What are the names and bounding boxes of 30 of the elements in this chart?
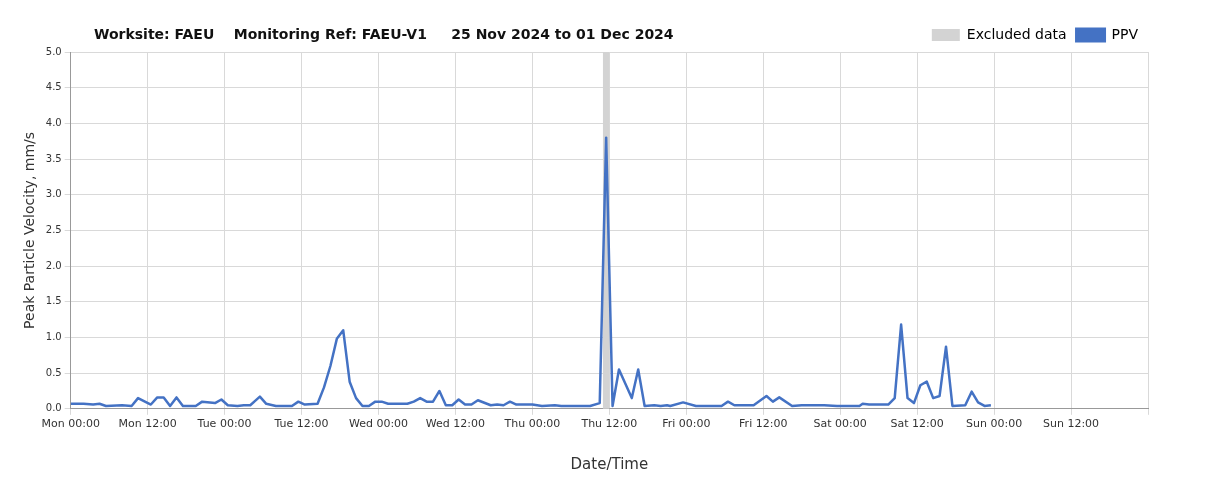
y-tick-label: 3.5 <box>45 152 62 164</box>
x-tick-label: Sun 12:00 <box>1042 417 1100 431</box>
y-axis-title: Peak Particle Velocity, mm/s <box>21 131 38 329</box>
x-tick-label: Sun 00:00 <box>966 417 1023 431</box>
x-tick-label: Wed 00:00 <box>348 417 409 431</box>
y-tick-label: 2.5 <box>45 223 62 235</box>
y-tick-label: 4.0 <box>45 116 62 128</box>
y-tick-label: 0.5 <box>45 366 62 378</box>
x-tick-label: Sat 00:00 <box>813 417 867 431</box>
y-tick-label: 3.0 <box>45 188 62 200</box>
y-tick-label: 2.0 <box>45 259 62 271</box>
y-tick-label: 1.5 <box>45 295 62 307</box>
x-tick-label: Mon 12:00 <box>118 417 177 431</box>
x-tick-label: Tue 12:00 <box>273 417 329 431</box>
x-axis-title: Date/Time <box>570 454 649 473</box>
legend-label: Excluded data <box>966 25 1067 42</box>
y-tick-label: 0.0 <box>45 402 62 414</box>
x-tick-label: Fri 00:00 <box>662 417 711 431</box>
x-tick-label: Fri 12:00 <box>739 417 788 431</box>
x-tick-label: Tue 00:00 <box>196 417 252 431</box>
legend-label: PPV <box>1111 25 1139 42</box>
x-tick-label: Mon 00:00 <box>41 417 100 431</box>
y-tick-label: 4.5 <box>45 81 62 93</box>
chart-title: Worksite: FAEU Monitoring Ref: FAEU-V1 25 Nov 2024 to 01 Dec 2024 <box>94 26 674 42</box>
x-tick-label: Wed 12:00 <box>425 417 486 431</box>
x-tick-label: Thu 00:00 <box>503 417 561 431</box>
y-tick-label: 1.0 <box>45 331 62 343</box>
x-tick-label: Thu 12:00 <box>580 417 638 431</box>
y-tick-label: 5.0 <box>45 45 62 57</box>
x-tick-label: Sat 12:00 <box>890 417 944 431</box>
